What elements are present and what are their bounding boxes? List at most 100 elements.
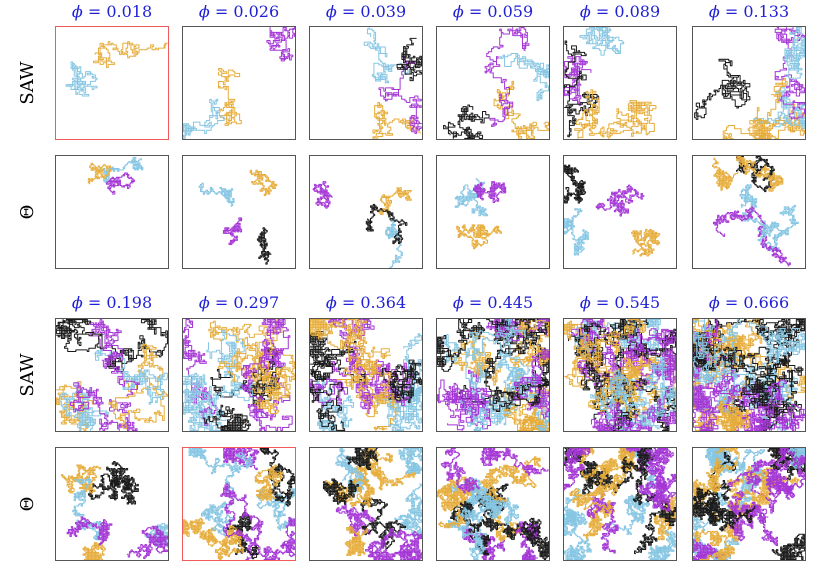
phi-label-0.198: ϕ = 0.198: [42, 293, 182, 312]
panel-bottom-saw-0.297: [182, 318, 296, 432]
polymer-chain: [480, 448, 549, 476]
polymer-chain: [481, 508, 542, 547]
polymer-chain: [442, 382, 493, 431]
polymer-chain: [694, 58, 751, 120]
polymer-chain: [440, 448, 480, 494]
polymer-chain: [484, 27, 530, 128]
row-label-theta-3: Θ: [17, 496, 38, 512]
phi-symbol: ϕ: [708, 293, 720, 312]
polymer-chain: [56, 381, 98, 431]
chain-plot: [454, 178, 507, 250]
panel-bottom-theta-0.666: [692, 447, 806, 561]
polymer-chain: [720, 490, 766, 542]
polymer-chain: [749, 321, 805, 364]
panel-bottom-saw-0.364: [309, 318, 423, 432]
polymer-chain: [310, 346, 391, 408]
phi-value: = 0.666: [719, 293, 790, 312]
phi-label-0.089: ϕ = 0.089: [550, 2, 690, 21]
polymer-chain: [450, 501, 491, 556]
polymer-chain: [782, 27, 805, 81]
panel-bottom-theta-0.364: [309, 447, 423, 561]
polymer-chain: [335, 504, 375, 541]
polymer-chain: [456, 224, 503, 250]
polymer-chain: [747, 77, 788, 139]
polymer-chain: [761, 204, 799, 246]
row-label-saw-2: SAW: [17, 353, 38, 397]
chain-plot: [363, 27, 422, 139]
panel-bottom-theta-0.545: [563, 447, 677, 561]
chain-plot: [56, 319, 168, 431]
phi-label-0.545: ϕ = 0.545: [550, 293, 690, 312]
chain-plot: [198, 169, 278, 265]
polymer-chain: [203, 524, 244, 560]
panel-top-theta-0.133: [692, 155, 806, 269]
polymer-chain: [363, 27, 409, 84]
polymer-chain: [466, 484, 520, 525]
polymer-chain: [447, 476, 484, 508]
polymer-chain: [574, 89, 633, 139]
phi-value: = 0.026: [209, 2, 280, 21]
polymer-chain: [499, 53, 549, 102]
polymer-chain: [645, 356, 676, 418]
chain-plot: [437, 319, 549, 431]
polymer-chain: [183, 372, 227, 421]
polymer-chain: [335, 448, 369, 494]
polymer-chain: [706, 448, 740, 493]
polymer-chain: [483, 319, 549, 407]
polymer-chain: [694, 529, 735, 560]
polymer-chain: [398, 448, 422, 474]
polymer-chain: [385, 218, 403, 268]
polymer-chain: [310, 356, 366, 431]
panel-top-theta-0.089: [563, 155, 677, 269]
polymer-chain: [394, 529, 422, 560]
polymer-chain: [310, 319, 342, 340]
panel-bottom-theta-0.297: [182, 447, 296, 561]
phi-symbol: ϕ: [452, 2, 464, 21]
polymer-chain: [564, 164, 587, 204]
phi-symbol: ϕ: [71, 2, 83, 21]
polymer-chain: [712, 206, 791, 267]
polymer-chain: [254, 464, 284, 501]
polymer-chain: [60, 464, 102, 495]
chain-plot: [87, 156, 144, 195]
polymer-chain: [622, 327, 676, 426]
panel-top-theta-0.039: [309, 155, 423, 269]
polymer-chain: [519, 521, 549, 560]
polymer-chain: [583, 500, 615, 540]
polymer-chain: [394, 483, 422, 537]
phi-label-0.133: ϕ = 0.133: [679, 2, 819, 21]
polymer-chain: [380, 359, 422, 403]
chain-plot: [564, 27, 657, 139]
panel-bottom-saw-0.445: [436, 318, 550, 432]
polymer-chain: [241, 338, 293, 431]
panel-top-saw-0.039: [309, 26, 423, 140]
phi-value: = 0.133: [719, 2, 790, 21]
panel-bottom-saw-0.666: [692, 318, 806, 432]
polymer-chain: [579, 448, 638, 482]
panel-bottom-saw-0.198: [55, 318, 169, 432]
polymer-chain: [653, 495, 676, 541]
chain-plot: [183, 448, 295, 560]
polymer-chain: [312, 181, 333, 209]
polymer-chain: [648, 529, 676, 560]
chain-plot: [693, 319, 805, 431]
panel-bottom-theta-0.445: [436, 447, 550, 561]
phi-symbol: ϕ: [198, 293, 210, 312]
polymer-chain: [65, 61, 98, 97]
polymer-chain: [103, 156, 144, 184]
polymer-chain: [203, 404, 251, 431]
phi-label-0.018: ϕ = 0.018: [42, 2, 182, 21]
phi-value: = 0.059: [463, 2, 534, 21]
polymer-chain: [443, 104, 490, 139]
polymer-chain: [616, 100, 657, 137]
phi-label-0.445: ϕ = 0.445: [423, 293, 563, 312]
phi-symbol: ϕ: [452, 293, 464, 312]
panel-top-saw-0.059: [436, 26, 550, 140]
chain-plot: [310, 319, 422, 431]
polymer-chain: [105, 319, 168, 373]
phi-label-0.364: ϕ = 0.364: [296, 293, 436, 312]
polymer-chain: [716, 375, 752, 431]
polymer-chain: [753, 87, 805, 129]
polymer-chain: [631, 228, 661, 257]
